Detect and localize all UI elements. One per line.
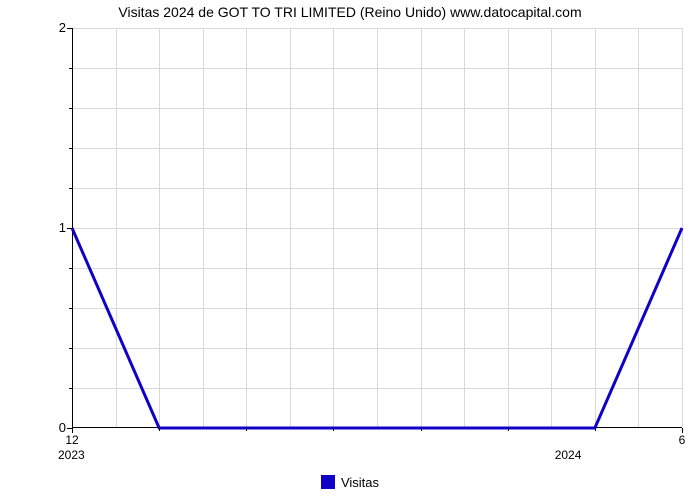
y-tick-minor (69, 268, 72, 269)
y-tick-minor (69, 388, 72, 389)
legend-item-visitas: Visitas (321, 475, 379, 490)
grid-vertical (682, 28, 683, 427)
y-tick-minor (69, 348, 72, 349)
y-tick-minor (69, 108, 72, 109)
x-year-label: 2024 (555, 448, 582, 462)
series-path (72, 228, 682, 428)
legend-label: Visitas (341, 475, 379, 490)
x-tick-minor (333, 428, 334, 431)
x-tick-minor (595, 428, 596, 431)
y-tick-mark (67, 28, 72, 29)
legend-swatch (321, 475, 335, 489)
x-tick-minor (508, 428, 509, 431)
x-tick-label: 6 (672, 433, 692, 447)
y-tick-label: 2 (36, 20, 66, 35)
x-year-label: 2023 (58, 448, 85, 462)
x-tick-minor (246, 428, 247, 431)
legend: Visitas (0, 475, 700, 495)
y-tick-minor (69, 68, 72, 69)
y-tick-minor (69, 188, 72, 189)
x-tick-minor (421, 428, 422, 431)
chart-container: Visitas 2024 de GOT TO TRI LIMITED (Rein… (0, 0, 700, 500)
x-tick-minor (159, 428, 160, 431)
x-tick-label: 12 (62, 433, 82, 447)
y-tick-label: 1 (36, 220, 66, 235)
y-tick-minor (69, 308, 72, 309)
chart-title: Visitas 2024 de GOT TO TRI LIMITED (Rein… (0, 4, 700, 20)
y-tick-mark (67, 228, 72, 229)
y-tick-minor (69, 148, 72, 149)
series-line (72, 28, 682, 428)
